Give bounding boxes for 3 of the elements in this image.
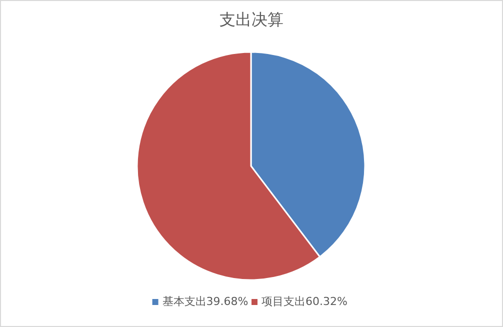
- legend-label: 基本支出39.68%: [162, 295, 248, 308]
- chart-title: 支出决算: [220, 10, 284, 29]
- legend-label: 项目支出60.32%: [262, 295, 348, 308]
